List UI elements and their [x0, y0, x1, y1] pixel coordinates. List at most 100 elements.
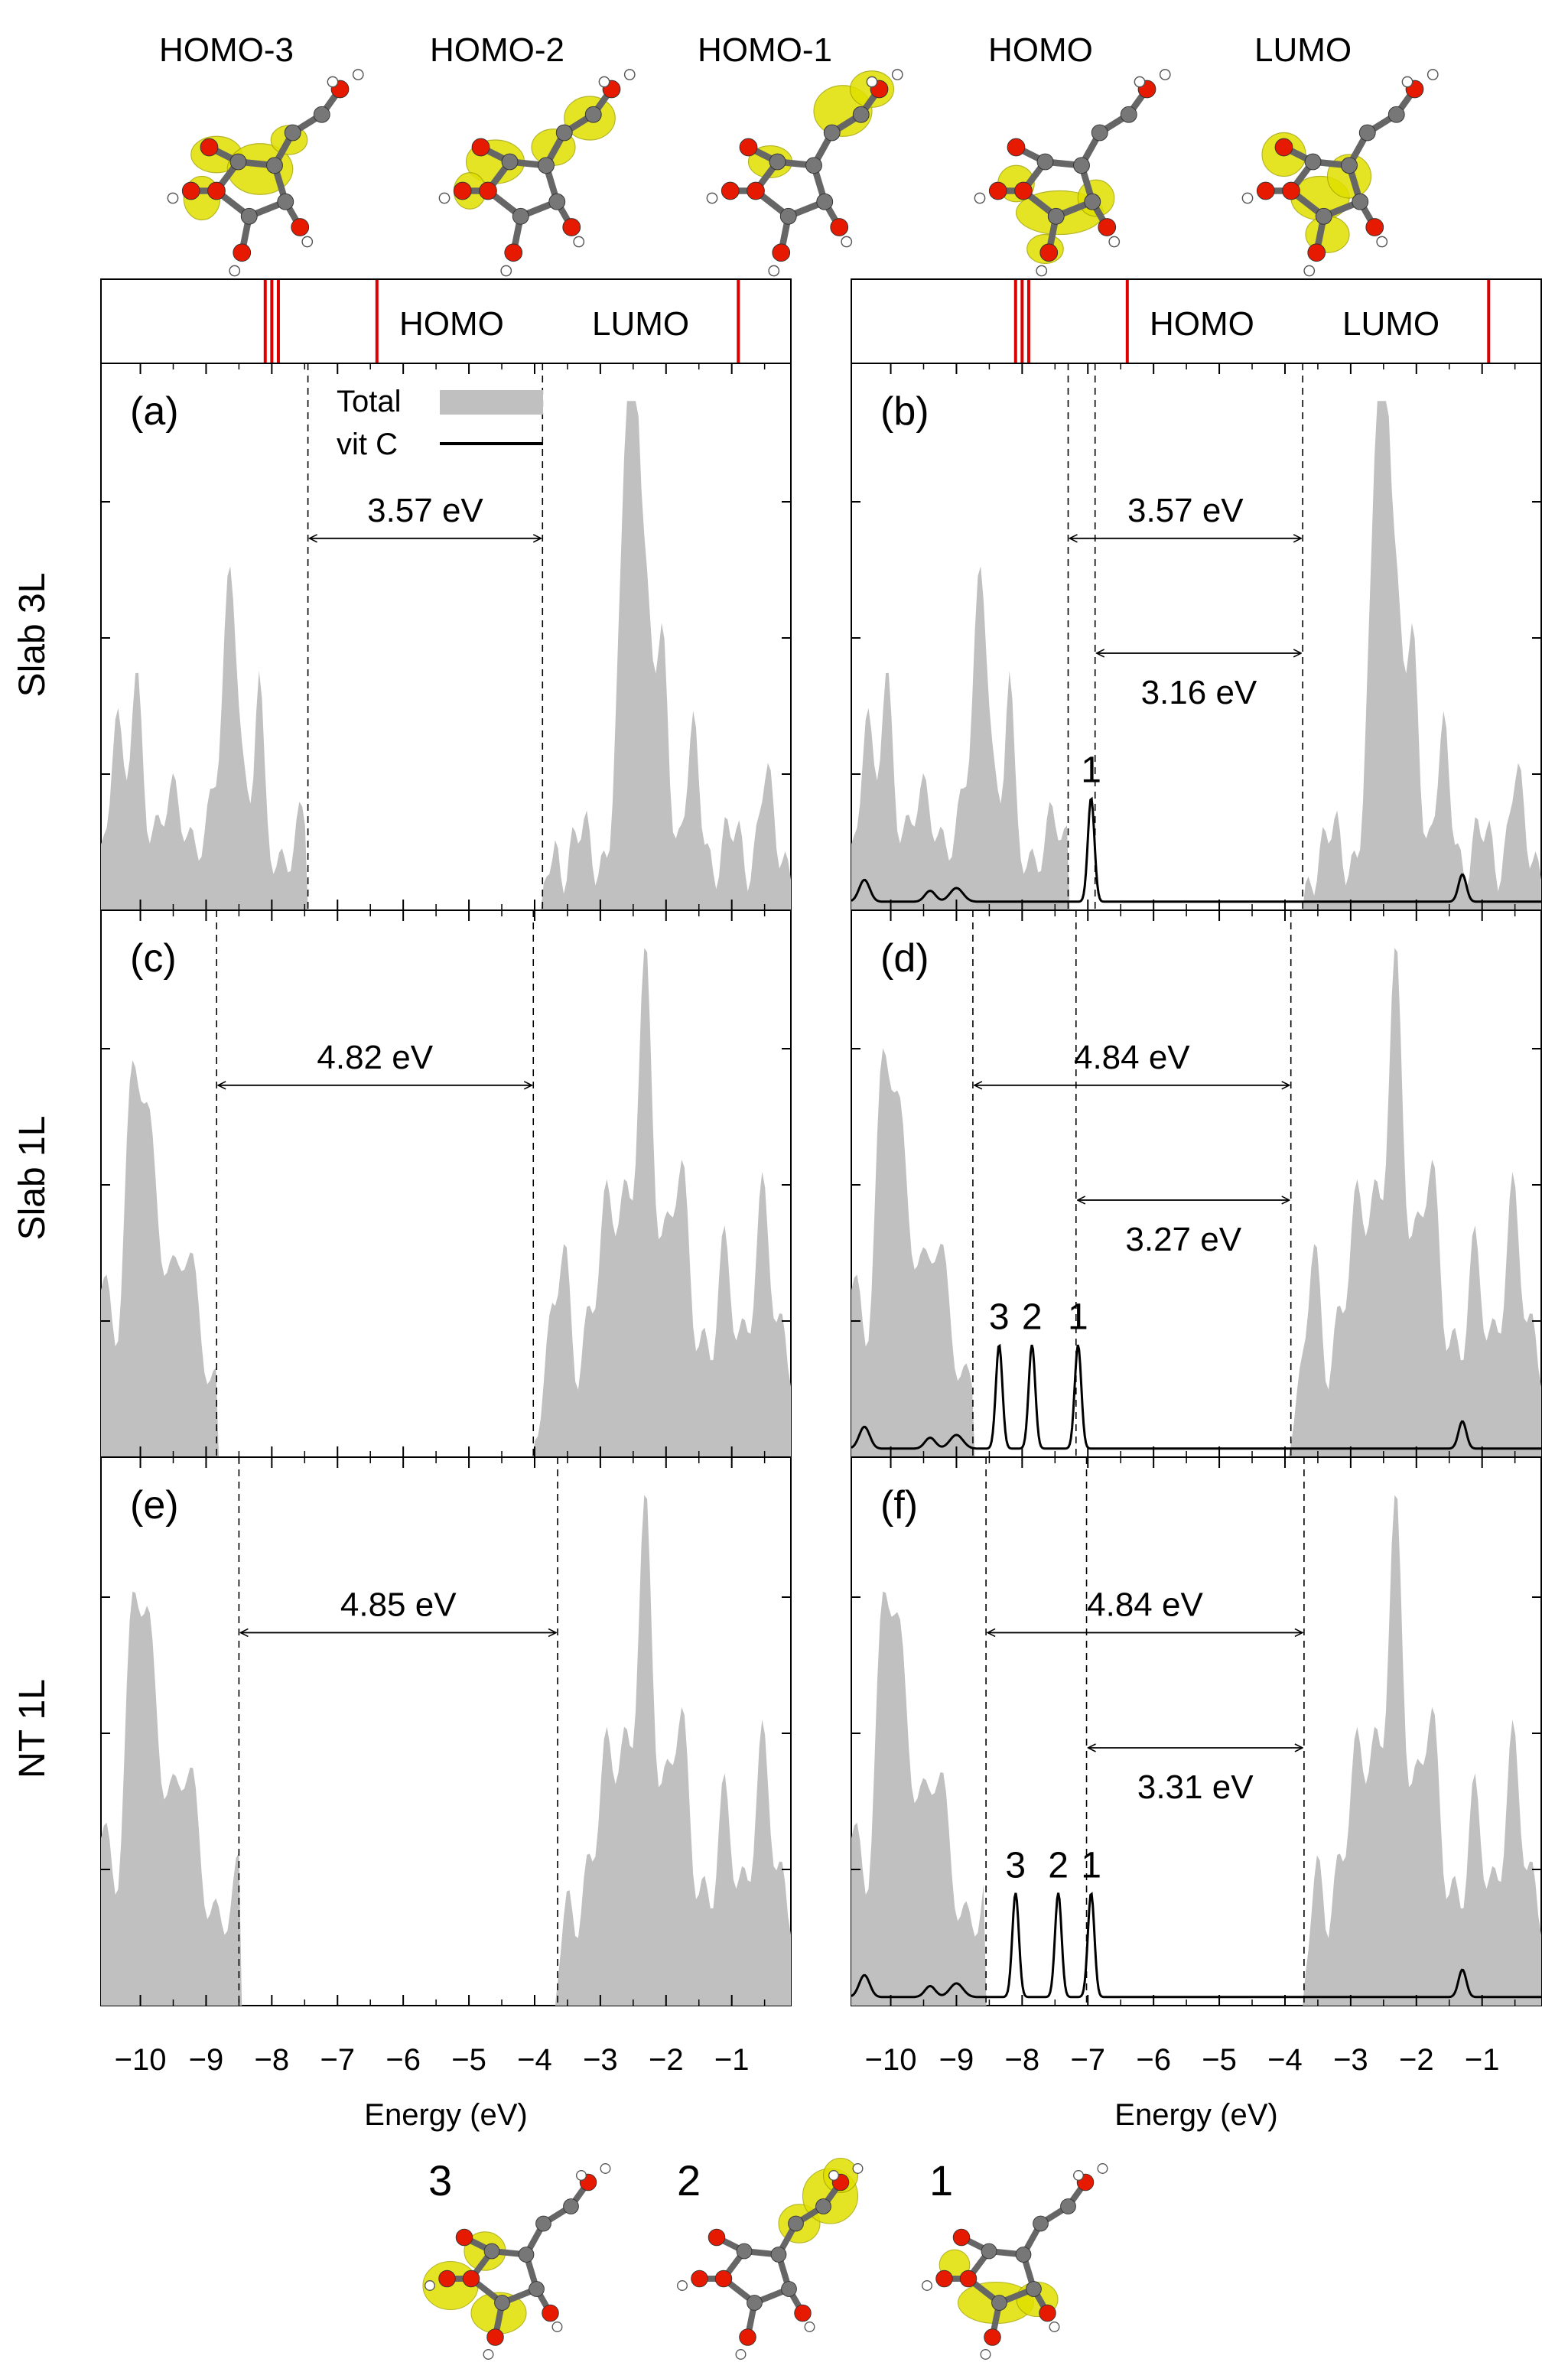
- x-tick-label: −10: [865, 2043, 917, 2077]
- atom: [291, 218, 310, 236]
- atom: [935, 2270, 953, 2288]
- atom-hydrogen: [1426, 69, 1439, 80]
- atom-hydrogen: [623, 69, 636, 80]
- atom: [952, 2228, 971, 2247]
- atom: [1084, 193, 1101, 210]
- atom: [512, 207, 529, 225]
- gap-label: 4.84 eV: [1074, 1039, 1190, 1076]
- peak-label: 2: [1022, 1297, 1043, 1338]
- gap-label: 4.85 eV: [340, 1586, 457, 1623]
- bottom-orbital-label-2: 2: [677, 2156, 701, 2204]
- panel-e: 4.85 eV (e): [100, 1456, 792, 2006]
- row-labels: Slab 3L Slab 1L NT 1L: [12, 573, 53, 1778]
- atom: [788, 2215, 804, 2232]
- atom: [471, 138, 490, 157]
- atom: [1256, 181, 1275, 200]
- strip-frame: [851, 278, 1542, 364]
- atom: [313, 106, 330, 123]
- atom: [816, 193, 834, 210]
- atom-hydrogen: [706, 192, 718, 204]
- atom: [1352, 193, 1369, 210]
- atom: [815, 2198, 831, 2214]
- gap-label: 4.84 eV: [1087, 1586, 1203, 1623]
- x-tick-label: −2: [1399, 2043, 1434, 2077]
- x-tick-label: −9: [189, 2043, 224, 2077]
- x-tick-label: −6: [1136, 2043, 1171, 2077]
- atom: [479, 181, 497, 200]
- atom-hydrogen: [327, 76, 339, 88]
- total-dos-area: [851, 948, 1541, 1457]
- vitc-dos-line: [851, 1892, 1541, 1999]
- atom: [1304, 153, 1322, 171]
- x-tick-label: −3: [583, 2043, 618, 2077]
- atom: [830, 218, 849, 236]
- atom: [988, 181, 1007, 200]
- atom: [1033, 2215, 1049, 2232]
- orbital-label-homo-3: HOMO-3: [159, 31, 294, 69]
- atom: [1307, 243, 1326, 262]
- legend-total-label: Total: [337, 385, 402, 418]
- atom: [852, 106, 870, 123]
- x-tick-label: −10: [115, 2043, 167, 2077]
- atom: [823, 124, 841, 142]
- x-tick-label: −7: [320, 2043, 355, 2077]
- atom: [1274, 138, 1293, 157]
- vitc-dos-line: [851, 796, 1541, 903]
- atom: [1039, 243, 1059, 262]
- strip-homo-label: HOMO: [399, 305, 504, 343]
- atom: [1120, 106, 1137, 123]
- molecule-drawing: [1241, 69, 1439, 277]
- panel-b: 1 3.57 eV 3.16 eV (b): [851, 363, 1542, 911]
- strip-homo-label: HOMO: [1150, 305, 1254, 343]
- atom-hydrogen: [1134, 76, 1146, 88]
- x-tick-label: −4: [517, 2043, 552, 2077]
- gap-label: 3.57 eV: [367, 492, 483, 529]
- atom: [455, 2228, 473, 2247]
- atom-hydrogen: [841, 236, 853, 248]
- atom: [535, 2215, 551, 2232]
- gap-label: 3.16 eV: [1141, 674, 1257, 711]
- legend-vitc-label: vit C: [337, 428, 398, 461]
- orbital-label-lumo: LUMO: [1254, 31, 1352, 69]
- atom: [721, 181, 740, 200]
- strip-lumo-label: LUMO: [592, 305, 689, 343]
- atom: [538, 157, 555, 174]
- atom: [562, 218, 581, 236]
- gap-label: 3.27 eV: [1125, 1221, 1241, 1258]
- atom: [284, 124, 301, 142]
- total-dos-area: [851, 1495, 1541, 2006]
- atom-hydrogen: [438, 192, 451, 204]
- atom: [529, 2281, 545, 2297]
- atom-hydrogen: [804, 2322, 815, 2332]
- atom: [769, 153, 786, 171]
- top-orbital-labels: HOMO-3 HOMO-2 HOMO-1 HOMO LUMO: [159, 31, 1352, 69]
- atom: [736, 2243, 753, 2260]
- atom: [794, 2304, 812, 2322]
- bottom-orbital-label-3: 3: [428, 2156, 452, 2204]
- atom: [991, 2295, 1007, 2311]
- strip-frame: [100, 278, 792, 364]
- atom-hydrogen: [980, 2349, 991, 2360]
- atom-hydrogen: [600, 2163, 611, 2174]
- atom: [1098, 218, 1117, 236]
- panel-letter: (f): [880, 1483, 918, 1528]
- atom-hydrogen: [229, 265, 241, 277]
- atom: [959, 2270, 978, 2288]
- orbital-label-homo-2: HOMO-2: [430, 31, 564, 69]
- total-dos-area: [101, 948, 791, 1457]
- x-tick-label: −7: [1070, 2043, 1105, 2077]
- atom: [584, 106, 602, 123]
- energy-level-strip-right: HOMO LUMO: [851, 278, 1542, 364]
- atom: [1073, 157, 1090, 174]
- atom: [1358, 124, 1376, 142]
- atom-hydrogen: [1376, 236, 1388, 248]
- bottom-orbital-label-1: 1: [929, 2156, 953, 2204]
- x-tick-label: −5: [451, 2043, 486, 2077]
- atom-hydrogen: [573, 236, 585, 248]
- atom: [1039, 2304, 1056, 2322]
- gap-label: 4.82 eV: [317, 1039, 433, 1076]
- row-label-slab-1l: Slab 1L: [12, 1116, 53, 1241]
- peak-label: 1: [1081, 750, 1101, 791]
- atom: [805, 157, 822, 174]
- peak-label: 1: [1081, 1845, 1101, 1886]
